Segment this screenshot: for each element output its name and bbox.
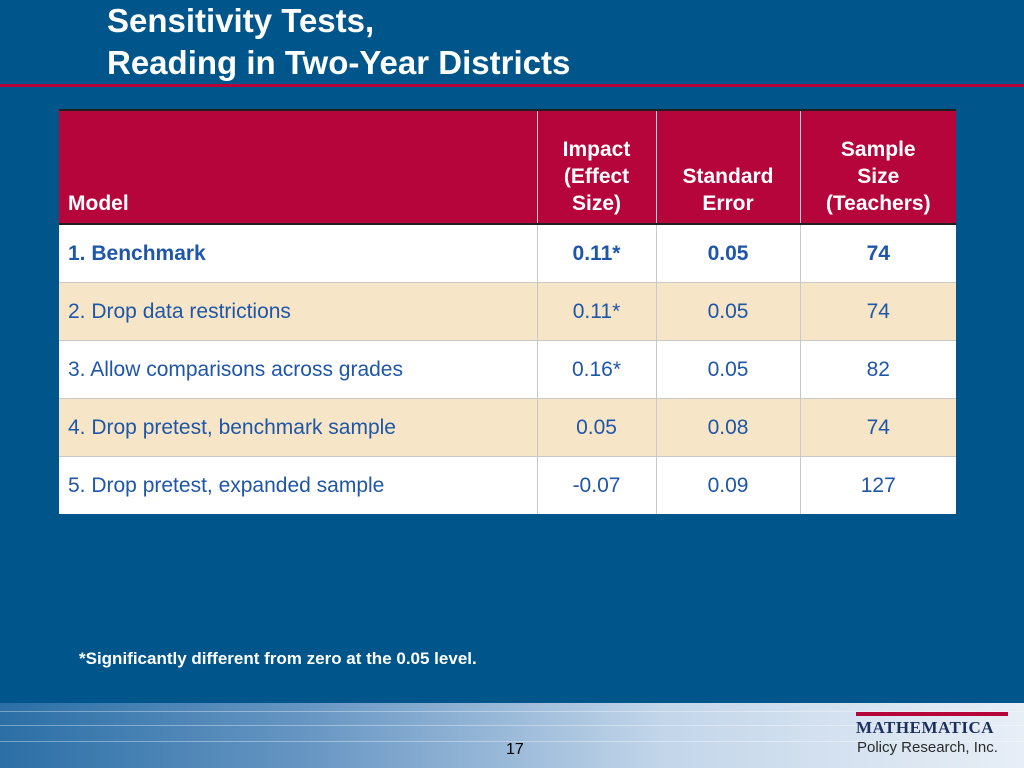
footer-band	[0, 703, 1024, 768]
model-cell: 4. Drop pretest, benchmark sample	[59, 398, 537, 457]
table-row: 1. Benchmark 0.11* 0.05 74	[59, 223, 956, 283]
header-standard-error: Standard Error	[655, 109, 800, 225]
footer-stripe	[0, 741, 1024, 742]
slide-title: Sensitivity Tests, Reading in Two-Year D…	[107, 0, 570, 84]
sample-size-cell: 74	[799, 398, 956, 457]
standard-error-cell: 0.09	[655, 456, 800, 514]
table-row: 5. Drop pretest, expanded sample -0.07 0…	[59, 456, 956, 514]
header-model: Model	[59, 109, 537, 225]
sample-size-cell: 82	[799, 340, 956, 399]
sample-size-cell: 74	[799, 282, 956, 341]
title-divider	[0, 84, 1024, 87]
header-impact: Impact (Effect Size)	[536, 109, 656, 225]
page-number: 17	[506, 741, 524, 758]
standard-error-cell: 0.05	[655, 223, 800, 283]
model-cell: 2. Drop data restrictions	[59, 282, 537, 341]
logo-bar	[856, 712, 1008, 716]
model-cell: 1. Benchmark	[59, 223, 537, 283]
header-sample-size: Sample Size (Teachers)	[799, 109, 956, 225]
sample-size-cell: 74	[799, 223, 956, 283]
standard-error-cell: 0.08	[655, 398, 800, 457]
sensitivity-table: Model Impact (Effect Size) Standard Erro…	[59, 109, 956, 514]
table-header-row: Model Impact (Effect Size) Standard Erro…	[59, 109, 956, 225]
impact-cell: 0.05	[536, 398, 656, 457]
table-row: 3. Allow comparisons across grades 0.16*…	[59, 340, 956, 399]
model-cell: 5. Drop pretest, expanded sample	[59, 456, 537, 514]
table-row: 2. Drop data restrictions 0.11* 0.05 74	[59, 282, 956, 341]
footer-stripe	[0, 711, 1024, 712]
table-row: 4. Drop pretest, benchmark sample 0.05 0…	[59, 398, 956, 457]
slide-title-line-1: Sensitivity Tests,	[107, 2, 375, 39]
standard-error-cell: 0.05	[655, 340, 800, 399]
logo-subtitle: Policy Research, Inc.	[857, 739, 998, 756]
impact-cell: -0.07	[536, 456, 656, 514]
impact-cell: 0.11*	[536, 223, 656, 283]
standard-error-cell: 0.05	[655, 282, 800, 341]
footer-stripe	[0, 725, 1024, 726]
significance-footnote: *Significantly different from zero at th…	[79, 649, 477, 668]
logo-name: MATHEMATICA	[856, 718, 995, 737]
impact-cell: 0.11*	[536, 282, 656, 341]
model-cell: 3. Allow comparisons across grades	[59, 340, 537, 399]
slide-title-line-2: Reading in Two-Year Districts	[107, 44, 571, 81]
impact-cell: 0.16*	[536, 340, 656, 399]
sample-size-cell: 127	[799, 456, 956, 514]
mathematica-logo: MATHEMATICA Policy Research, Inc.	[856, 712, 1008, 762]
